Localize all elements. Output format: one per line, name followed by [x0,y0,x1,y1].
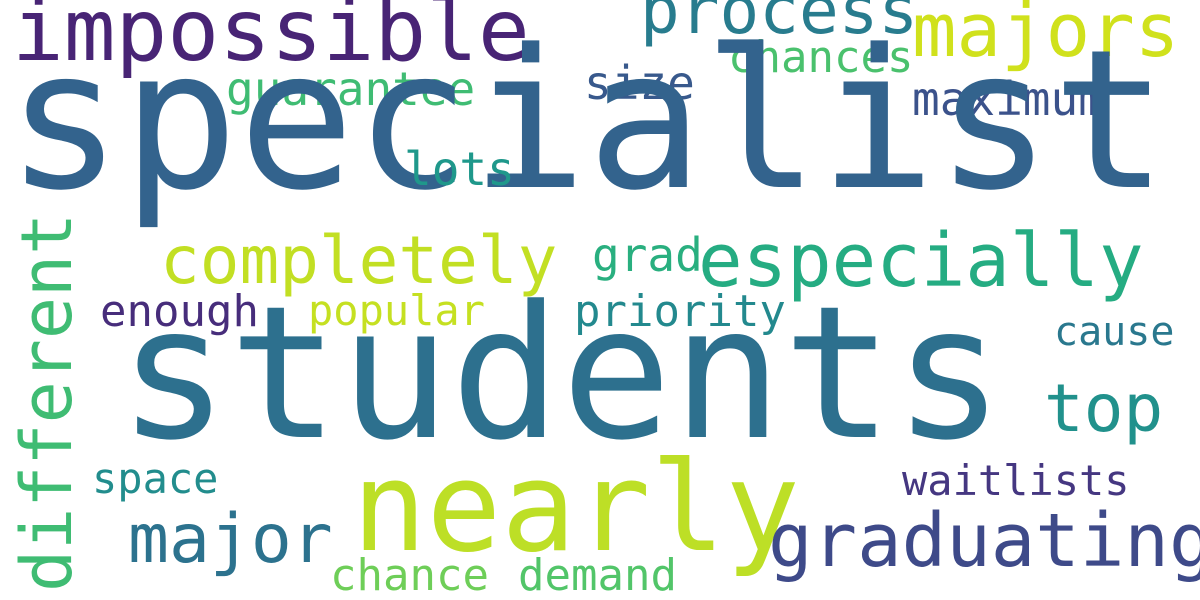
word-process: process [640,0,919,49]
word-enough: enough [100,286,259,337]
word-different: different [6,212,88,592]
word-waitlists: waitlists [902,456,1130,505]
word-nearly: nearly [352,436,800,580]
word-grad: grad [592,228,703,282]
word-completely: completely [160,222,558,299]
word-cause: cause [1054,309,1175,355]
word-top: top [1044,370,1164,447]
word-priority: priority [574,286,786,337]
word-demand: demand [518,550,677,600]
word-majors: majors [912,0,1180,74]
word-impossible: impossible [12,0,530,81]
word-graduating: graduating [768,498,1200,584]
word-especially: especially [698,218,1144,304]
word-space: space [92,454,219,503]
word-maximum: maximum [912,72,1106,126]
word-chances: chances [728,32,914,83]
word-specialist: specialist [6,8,1168,233]
word-chance: chance [330,550,489,600]
word-popular: popular [308,286,486,335]
word-lots: lots [404,142,515,196]
word-major: major [128,500,333,579]
word-guarantee: guarantee [226,62,476,116]
word-students: students [118,267,1005,481]
word-size: size [584,56,695,110]
